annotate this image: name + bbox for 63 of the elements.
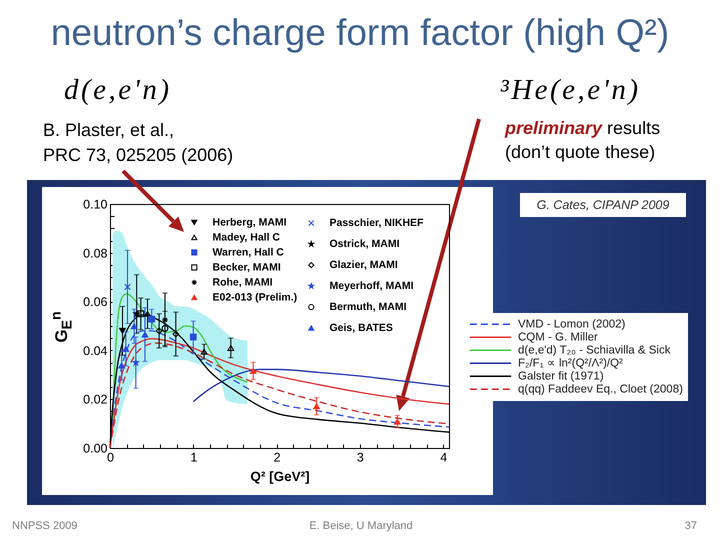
legend-label: q(qq) Faddeev Eq., Cloet (2008) xyxy=(518,383,684,396)
y-tick-label: 0.06 xyxy=(83,295,108,310)
legend-label: Glazier, MAMI xyxy=(330,259,398,272)
text: B. Plaster, et al., xyxy=(43,120,174,141)
x-tick-label: 0 xyxy=(107,450,114,464)
legend-label: Becker, MAMI xyxy=(212,261,281,274)
legend-label: E02-013 (Prelim.) xyxy=(212,291,298,304)
x-axis-title: Q² [GeV²] xyxy=(250,469,310,484)
legend-label: VMD - Lomon (2002) xyxy=(518,318,626,330)
legend-label: Galster fit (1971) xyxy=(518,370,604,382)
y-tick-label: 0.02 xyxy=(83,392,108,407)
text: PRC 73, 025205 (2006) xyxy=(43,145,234,166)
point xyxy=(162,316,168,324)
text: preliminary results xyxy=(505,118,660,139)
text: G. Cates, CIPANP 2009 xyxy=(520,193,686,217)
y-tick-label: 0.10 xyxy=(83,198,108,212)
x-tick-label: 2 xyxy=(274,450,281,464)
point xyxy=(137,310,144,318)
point xyxy=(313,403,320,410)
point xyxy=(130,323,138,330)
point xyxy=(133,310,140,317)
point xyxy=(118,362,126,369)
point xyxy=(144,310,151,317)
legend-label: d(e,e'd) T₂₀ - Schiavilla & Sick xyxy=(518,344,671,356)
chart-title: neutron’s charge form factor (high Q²) xyxy=(50,12,670,54)
text: d(e,e'n) xyxy=(64,74,172,108)
point xyxy=(394,418,401,425)
legend-label: Meyerhoff, MAMI xyxy=(330,280,414,292)
y-tick-label: 0.04 xyxy=(83,344,108,358)
legend-label: Bermuth, MAMI xyxy=(330,301,407,314)
y-tick-label: 0.08 xyxy=(83,246,108,260)
point xyxy=(132,359,140,366)
point xyxy=(162,325,168,332)
x-tick-label: 1 xyxy=(190,450,198,464)
text: NNPSS 2009 xyxy=(12,520,78,533)
point xyxy=(250,368,257,374)
point xyxy=(200,348,208,355)
legend-label: Warren, Hall C xyxy=(212,246,284,258)
point xyxy=(190,334,197,340)
x-tick-label: 4 xyxy=(440,450,448,464)
text: ³He(e,e'n) xyxy=(500,74,641,108)
point xyxy=(142,332,148,338)
point xyxy=(122,346,130,352)
y-tick-label: 0.00 xyxy=(83,442,108,456)
point xyxy=(148,316,156,323)
legend-label: Madey, Hall C xyxy=(212,231,280,244)
text: E. Beise, U Maryland xyxy=(309,520,413,533)
point xyxy=(227,344,234,351)
legend-label: Ostrick, MAMI xyxy=(330,238,400,250)
point xyxy=(124,284,131,290)
legend-label: Passchier, NIKHEF xyxy=(330,217,424,230)
x-tick-label: 3 xyxy=(356,450,364,464)
point xyxy=(119,328,126,334)
legend-label: Rohe, MAMI xyxy=(212,276,273,288)
line-series xyxy=(192,368,450,402)
legend-label: Geis, BATES xyxy=(330,322,393,334)
legend-label: F₂/F₁ ∝ ln²(Q²/Λ²)/Q² xyxy=(518,357,624,370)
point xyxy=(156,328,163,334)
legend-label: CQM - G. Miller xyxy=(518,331,598,344)
legend-label: Herberg, MAMI xyxy=(212,216,287,228)
point xyxy=(172,330,180,338)
text: (don’t quote these) xyxy=(505,142,656,163)
text: 37 xyxy=(684,520,697,533)
